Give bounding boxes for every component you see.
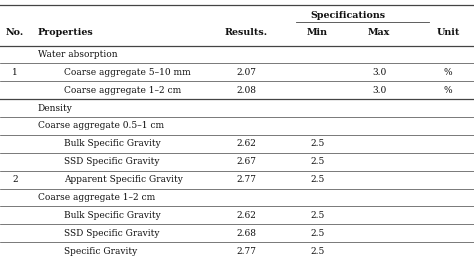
Text: Min: Min [307, 28, 328, 37]
Text: Bulk Specific Gravity: Bulk Specific Gravity [64, 139, 161, 148]
Text: Bulk Specific Gravity: Bulk Specific Gravity [64, 211, 161, 220]
Text: 2.5: 2.5 [310, 211, 325, 220]
Text: 2.5: 2.5 [310, 175, 325, 184]
Text: 3.0: 3.0 [372, 68, 386, 77]
Text: 2.62: 2.62 [237, 211, 256, 220]
Text: Properties: Properties [38, 28, 94, 37]
Text: Results.: Results. [225, 28, 268, 37]
Text: Specific Gravity: Specific Gravity [64, 246, 137, 256]
Text: Coarse aggregate 0.5–1 cm: Coarse aggregate 0.5–1 cm [38, 121, 164, 131]
Text: 2.5: 2.5 [310, 139, 325, 148]
Text: 2.08: 2.08 [237, 86, 256, 95]
Text: 2: 2 [12, 175, 18, 184]
Text: %: % [444, 86, 452, 95]
Text: 2.67: 2.67 [237, 157, 256, 166]
Text: SSD Specific Gravity: SSD Specific Gravity [64, 229, 159, 238]
Text: Water absorption: Water absorption [38, 50, 118, 59]
Text: 3.0: 3.0 [372, 86, 386, 95]
Text: %: % [444, 68, 452, 77]
Text: Specifications: Specifications [311, 11, 386, 20]
Text: Apparent Specific Gravity: Apparent Specific Gravity [64, 175, 183, 184]
Text: 2.07: 2.07 [237, 68, 256, 77]
Text: Density: Density [38, 103, 73, 113]
Text: 2.77: 2.77 [237, 175, 256, 184]
Text: Max: Max [368, 28, 390, 37]
Text: 2.5: 2.5 [310, 246, 325, 256]
Text: 1: 1 [12, 68, 18, 77]
Text: Coarse aggregate 1–2 cm: Coarse aggregate 1–2 cm [64, 86, 181, 95]
Text: SSD Specific Gravity: SSD Specific Gravity [64, 157, 159, 166]
Text: 2.68: 2.68 [237, 229, 256, 238]
Text: No.: No. [6, 28, 24, 37]
Text: Coarse aggregate 5–10 mm: Coarse aggregate 5–10 mm [64, 68, 191, 77]
Text: 2.62: 2.62 [237, 139, 256, 148]
Text: Coarse aggregate 1–2 cm: Coarse aggregate 1–2 cm [38, 193, 155, 202]
Text: 2.5: 2.5 [310, 157, 325, 166]
Text: Unit: Unit [436, 28, 460, 37]
Text: 2.77: 2.77 [237, 246, 256, 256]
Text: 2.5: 2.5 [310, 229, 325, 238]
